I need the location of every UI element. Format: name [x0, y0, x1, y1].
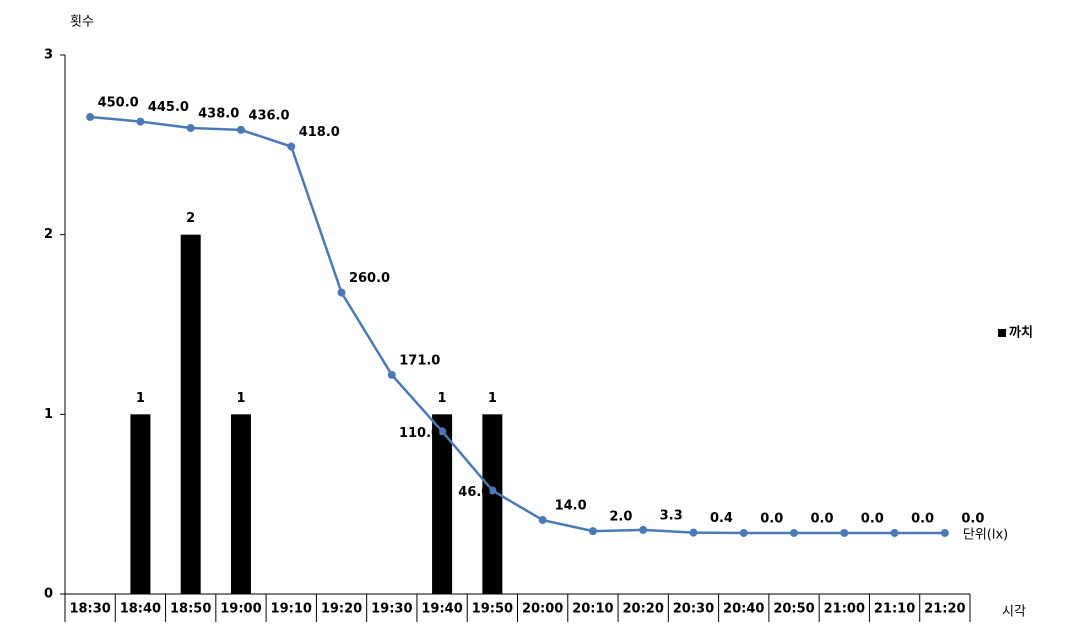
y-tick-label: 1 — [44, 407, 53, 422]
line-point — [940, 528, 949, 537]
line-point — [287, 142, 296, 151]
bar — [482, 414, 503, 594]
line-point — [488, 486, 497, 495]
x-tick-label: 19:10 — [271, 602, 312, 617]
x-tick-label: 20:50 — [773, 602, 814, 617]
x-tick-label: 18:40 — [120, 602, 161, 617]
x-tick-label: 20:10 — [572, 602, 613, 617]
line-value-label: 171.0 — [399, 353, 440, 368]
line-point — [588, 527, 597, 536]
y-tick-label: 3 — [44, 48, 53, 63]
bar-value-label: 1 — [438, 391, 447, 406]
x-tick-label: 19:20 — [321, 602, 362, 617]
y-axis-title: 횟수 — [70, 15, 94, 30]
line-point — [840, 528, 849, 537]
line-point — [689, 528, 698, 537]
line-point — [186, 124, 195, 133]
x-tick-label: 21:20 — [924, 602, 965, 617]
line-point — [236, 125, 245, 134]
y-tick-label: 0 — [44, 587, 53, 602]
series-label: 단위(lx) — [963, 527, 1008, 542]
y-tick-label: 2 — [44, 227, 53, 242]
bar — [180, 234, 201, 594]
line-value-label: 450.0 — [98, 95, 139, 110]
line-point — [739, 528, 748, 537]
line-point — [438, 427, 447, 436]
line-value-label: 418.0 — [299, 125, 340, 140]
line-value-label: 445.0 — [148, 100, 189, 115]
line-value-label: 0.0 — [760, 511, 783, 526]
line-point — [538, 516, 547, 525]
x-tick-label: 20:20 — [622, 602, 663, 617]
x-tick-label: 20:00 — [522, 602, 563, 617]
x-tick-label: 19:00 — [220, 602, 261, 617]
x-tick-label: 18:30 — [69, 602, 110, 617]
x-tick-label: 20:40 — [723, 602, 764, 617]
line-value-label: 2.0 — [609, 510, 632, 525]
x-tick-label: 19:30 — [371, 602, 412, 617]
x-tick-label: 19:40 — [421, 602, 462, 617]
line-value-label: 0.4 — [710, 511, 733, 526]
x-tick-label: 21:00 — [824, 602, 865, 617]
bar-value-label: 1 — [136, 391, 145, 406]
line-value-label: 0.0 — [811, 511, 834, 526]
line — [90, 115, 945, 535]
x-tick-label: 20:30 — [673, 602, 714, 617]
bar — [432, 414, 453, 594]
line-point — [639, 525, 648, 534]
line-value-label: 0.0 — [961, 511, 984, 526]
line-value-label: 436.0 — [248, 108, 289, 123]
line-point — [890, 528, 899, 537]
line-value-label: 3.3 — [660, 508, 683, 523]
line-point — [86, 112, 95, 121]
line-value-label: 14.0 — [555, 499, 587, 514]
line-value-label: 46.0 — [458, 485, 490, 500]
bar — [230, 414, 251, 594]
bar — [130, 414, 151, 594]
bar-value-label: 1 — [236, 391, 245, 406]
line-value-label: 0.0 — [861, 511, 884, 526]
line-point — [136, 117, 145, 126]
x-tick-label: 18:50 — [170, 602, 211, 617]
x-tick-label: 21:10 — [874, 602, 915, 617]
legend-swatch — [998, 329, 1006, 337]
line-value-label: 0.0 — [911, 511, 934, 526]
line-value-label: 260.0 — [349, 271, 390, 286]
x-axis-title: 시각 — [1002, 605, 1026, 620]
x-tick-label: 19:50 — [472, 602, 513, 617]
bar-value-label: 2 — [186, 211, 195, 226]
line-point — [387, 370, 396, 379]
line-point — [337, 288, 346, 297]
line-value-label: 438.0 — [198, 107, 239, 122]
line-point — [790, 528, 799, 537]
bar-value-label: 1 — [488, 391, 497, 406]
legend-label: 까치 — [1009, 325, 1033, 341]
line-value-label: 110.0 — [399, 426, 440, 441]
